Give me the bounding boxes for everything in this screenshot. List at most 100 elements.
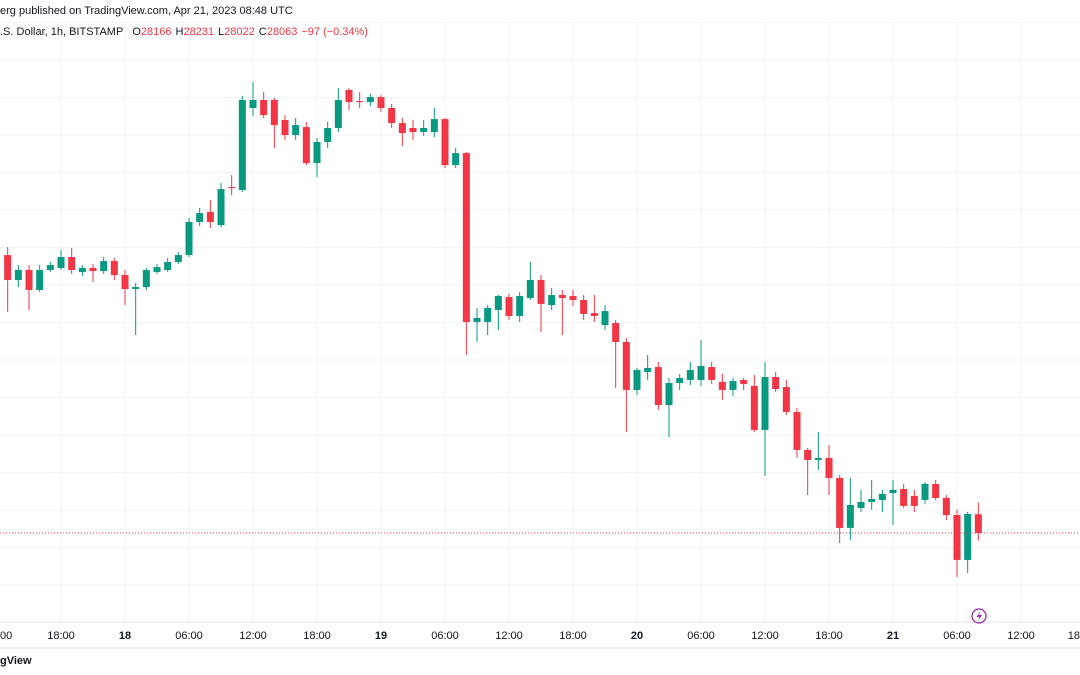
- x-tick-label: 06:00: [943, 630, 971, 642]
- watermark: gView: [0, 655, 32, 667]
- ohlc-prefix: C: [258, 26, 267, 38]
- candle-body: [910, 495, 918, 506]
- candle-body: [676, 377, 684, 384]
- candle-body: [772, 377, 780, 390]
- candle-body: [505, 297, 513, 316]
- candle-body: [814, 457, 822, 460]
- ohlc-prefix: L: [218, 26, 225, 38]
- candle-body: [281, 119, 289, 136]
- x-tick-label: 18:00: [47, 630, 75, 642]
- header-title: erg published on TradingView.com, Apr 21…: [0, 5, 293, 17]
- x-tick-label: 06:00: [175, 630, 203, 642]
- x-tick-label: 18:00: [559, 630, 587, 642]
- candle-body: [537, 279, 545, 304]
- candle-body: [430, 119, 438, 132]
- candle-body: [686, 369, 694, 380]
- x-tick-label: 12:00: [495, 630, 523, 642]
- candle-body: [185, 221, 193, 256]
- candle-body: [142, 269, 150, 288]
- x-tick-label: 06:00: [431, 630, 459, 642]
- candle-body: [900, 489, 908, 506]
- candle-body: [132, 287, 140, 290]
- candle-body: [153, 267, 161, 272]
- candle-body: [206, 211, 214, 222]
- candle-body: [708, 367, 716, 380]
- candle-body: [100, 261, 108, 272]
- x-tick-label: 18:00: [303, 630, 331, 642]
- ohlc-value: 28231: [183, 26, 215, 38]
- candle-body: [356, 101, 364, 103]
- candle-body: [622, 341, 630, 390]
- candle-body: [825, 457, 833, 478]
- candle-body: [46, 265, 54, 270]
- candle-body: [4, 255, 12, 280]
- candle-body: [345, 89, 353, 102]
- candle-body: [473, 317, 481, 322]
- candle-body: [836, 477, 844, 528]
- candle-body: [718, 381, 726, 390]
- candle-body: [868, 499, 876, 502]
- ohlc-value: 28063: [266, 26, 298, 38]
- candle-body: [398, 123, 406, 134]
- candle-body: [494, 295, 502, 310]
- candle-body: [238, 99, 246, 190]
- candle-body: [196, 213, 204, 222]
- candle-body: [857, 501, 865, 508]
- candle-body: [334, 99, 342, 128]
- candle-body: [78, 267, 86, 272]
- candle-body: [57, 257, 65, 268]
- x-tick-label: 21: [887, 630, 899, 642]
- candle-body: [804, 449, 812, 460]
- candle-body: [942, 497, 950, 516]
- ohlc-prefix: O: [132, 26, 141, 38]
- x-tick-label: 12:00: [1007, 630, 1035, 642]
- candle-body: [793, 411, 801, 450]
- candle-body: [633, 369, 641, 390]
- candle-body: [697, 365, 705, 380]
- change-label: −97 (−0.34%): [301, 26, 368, 38]
- candle-body: [420, 127, 428, 132]
- grid: [0, 22, 1080, 622]
- candle-body: [292, 125, 300, 136]
- x-tick-label: 12:00: [751, 630, 779, 642]
- x-tick-label: 06:00: [687, 630, 715, 642]
- candle-body: [462, 153, 470, 322]
- x-tick-label: 12:00: [239, 630, 267, 642]
- x-tick-label: 00: [0, 630, 12, 642]
- candle-body: [36, 269, 44, 290]
- candle-body: [14, 269, 22, 280]
- candle-body: [228, 187, 236, 189]
- candle-body: [324, 127, 332, 142]
- x-tick-label: 18: [119, 630, 131, 642]
- candle-body: [964, 513, 972, 560]
- candle-body: [366, 97, 374, 102]
- candle-body: [665, 383, 673, 406]
- candle-body: [164, 261, 172, 270]
- candle-body: [68, 257, 76, 270]
- candle-body: [302, 127, 310, 164]
- candle-body: [782, 387, 790, 412]
- candle-body: [25, 269, 33, 290]
- candle-body: [974, 514, 982, 534]
- candle-body: [484, 307, 492, 322]
- candle-body: [654, 367, 662, 406]
- ohlc-value: 28022: [224, 26, 255, 38]
- candle-body: [249, 99, 257, 108]
- ohlc-prefix: H: [175, 26, 184, 38]
- candle-body: [889, 489, 897, 494]
- ohlc-value: 28166: [140, 26, 172, 38]
- candle-body: [750, 385, 758, 430]
- candle-body: [377, 97, 385, 108]
- alert-icon: [971, 608, 987, 624]
- candle-body: [601, 311, 609, 326]
- candle-body: [388, 107, 396, 124]
- candle-body: [921, 483, 929, 500]
- x-tick-label: 18: [1068, 630, 1080, 642]
- candle-body: [580, 299, 588, 314]
- candle-body: [110, 261, 118, 276]
- candle-body: [452, 153, 460, 166]
- header-legend: .S. Dollar, 1h, BITSTAMP O28166 H28231 L28…: [0, 26, 368, 38]
- candle-body: [260, 99, 268, 116]
